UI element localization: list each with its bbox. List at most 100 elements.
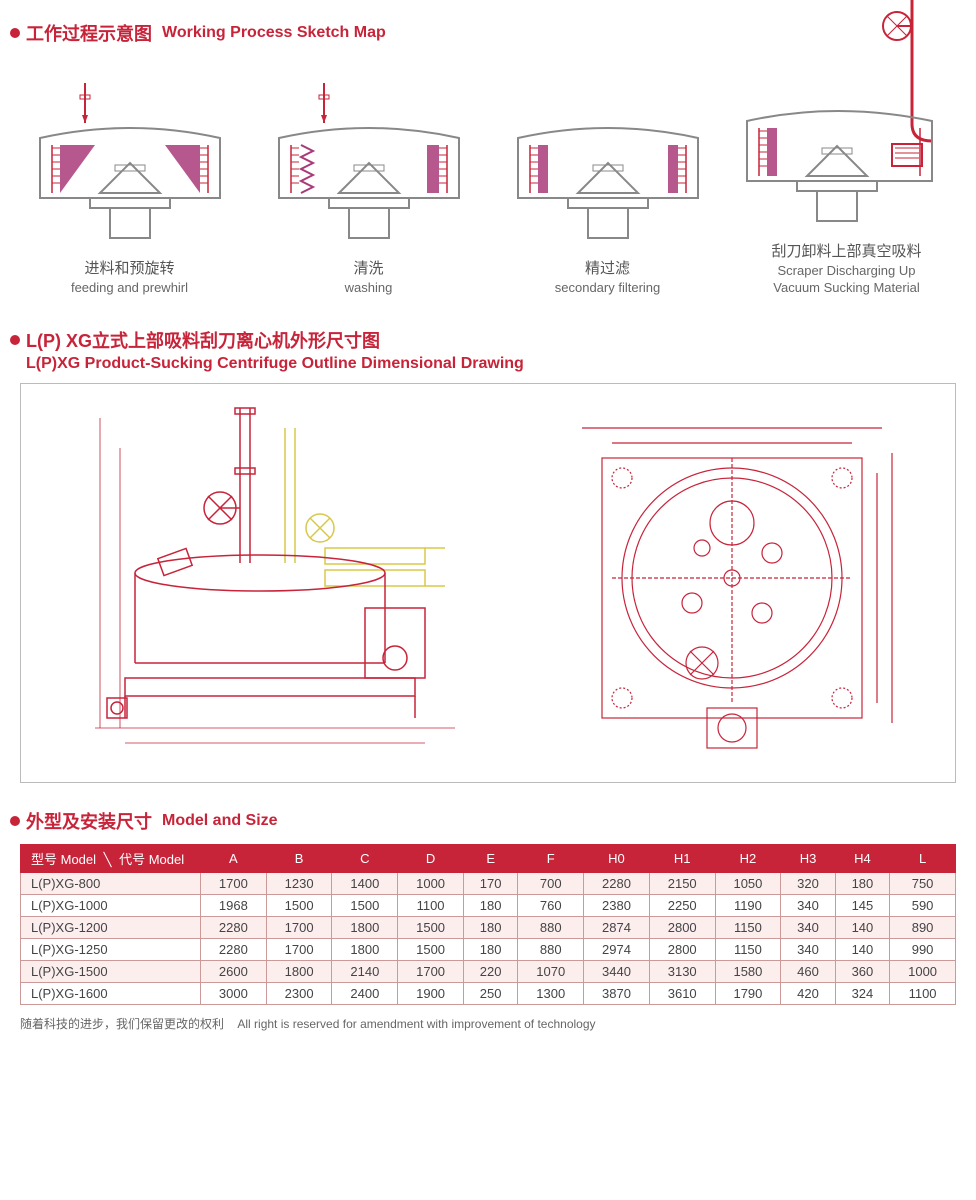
cell-value: 1000 — [398, 872, 464, 894]
cell-value: 324 — [835, 982, 889, 1004]
size-table: 型号 Model ╲ 代号 Model A B C D E F H0 H1 H2… — [20, 844, 956, 1005]
hdr-model-2: 代号 Model — [119, 852, 184, 867]
section2-title-en: L(P)XG Product-Sucking Centrifuge Outlin… — [26, 355, 966, 373]
col-H0: H0 — [584, 844, 650, 872]
process-step-4: 刮刀卸料上部真空吸料 Scraper Discharging Up Vacuum… — [737, 0, 957, 297]
cell-value: 3610 — [649, 982, 715, 1004]
cell-value: 340 — [781, 916, 835, 938]
section1-title-cn: 工作过程示意图 — [26, 20, 152, 46]
cell-value: 1230 — [266, 872, 332, 894]
cell-value: 340 — [781, 938, 835, 960]
bullet-icon — [10, 816, 20, 826]
cell-value: 2280 — [584, 872, 650, 894]
cell-value: 1800 — [332, 938, 398, 960]
step1-label-en: feeding and prewhirl — [20, 280, 240, 297]
process-step-3: 精过滤 secondary filtering — [498, 83, 718, 297]
table-row: L(P)XG-800170012301400100017070022802150… — [21, 872, 956, 894]
cell-model: L(P)XG-1000 — [21, 894, 201, 916]
cell-value: 2974 — [584, 938, 650, 960]
cell-value: 890 — [890, 916, 956, 938]
cell-value: 1800 — [332, 916, 398, 938]
table-row: L(P)XG-125022801700180015001808802974280… — [21, 938, 956, 960]
col-H1: H1 — [649, 844, 715, 872]
cell-value: 320 — [781, 872, 835, 894]
cell-value: 760 — [518, 894, 584, 916]
cell-value: 3440 — [584, 960, 650, 982]
col-C: C — [332, 844, 398, 872]
col-H2: H2 — [715, 844, 781, 872]
cell-value: 1700 — [398, 960, 464, 982]
machine-diagram-3 — [508, 83, 708, 243]
cell-value: 1790 — [715, 982, 781, 1004]
cell-value: 1150 — [715, 916, 781, 938]
cell-value: 140 — [835, 938, 889, 960]
cell-value: 1070 — [518, 960, 584, 982]
cell-value: 220 — [463, 960, 517, 982]
col-E: E — [463, 844, 517, 872]
cell-value: 750 — [890, 872, 956, 894]
cell-value: 2800 — [649, 938, 715, 960]
cell-value: 1050 — [715, 872, 781, 894]
cell-value: 250 — [463, 982, 517, 1004]
cell-value: 2280 — [201, 938, 267, 960]
cell-model: L(P)XG-1600 — [21, 982, 201, 1004]
cell-value: 2800 — [649, 916, 715, 938]
cell-value: 2400 — [332, 982, 398, 1004]
table-row: L(P)XG-150026001800214017002201070344031… — [21, 960, 956, 982]
section2-title-cn: L(P) XG立式上部吸料刮刀离心机外形尺寸图 — [26, 327, 380, 353]
table-row: L(P)XG-160030002300240019002501300387036… — [21, 982, 956, 1004]
cell-value: 360 — [835, 960, 889, 982]
cell-value: 1100 — [890, 982, 956, 1004]
machine-diagram-4 — [737, 0, 957, 226]
cell-value: 180 — [463, 894, 517, 916]
cell-value: 1300 — [518, 982, 584, 1004]
cell-value: 460 — [781, 960, 835, 982]
table-header-row: 型号 Model ╲ 代号 Model A B C D E F H0 H1 H2… — [21, 844, 956, 872]
cell-value: 1800 — [266, 960, 332, 982]
cell-value: 2280 — [201, 916, 267, 938]
col-F: F — [518, 844, 584, 872]
footnote-en: All right is reserved for amendment with… — [237, 1017, 595, 1031]
cell-value: 2140 — [332, 960, 398, 982]
col-A: A — [201, 844, 267, 872]
cell-value: 990 — [890, 938, 956, 960]
step4-label-cn: 刮刀卸料上部真空吸料 — [737, 240, 957, 261]
cell-value: 1700 — [266, 916, 332, 938]
col-H3: H3 — [781, 844, 835, 872]
cell-value: 2300 — [266, 982, 332, 1004]
cell-value: 3000 — [201, 982, 267, 1004]
cell-value: 2874 — [584, 916, 650, 938]
col-B: B — [266, 844, 332, 872]
side-elevation-drawing — [65, 398, 485, 768]
cell-value: 180 — [463, 916, 517, 938]
cell-value: 590 — [890, 894, 956, 916]
cell-value: 1968 — [201, 894, 267, 916]
cell-value: 3870 — [584, 982, 650, 1004]
step3-label-en: secondary filtering — [498, 280, 718, 297]
cell-value: 1900 — [398, 982, 464, 1004]
step2-label-cn: 清洗 — [259, 257, 479, 278]
cell-value: 340 — [781, 894, 835, 916]
cell-value: 1000 — [890, 960, 956, 982]
table-row: L(P)XG-120022801700180015001808802874280… — [21, 916, 956, 938]
dimensional-drawing-box — [20, 383, 956, 783]
cell-value: 1190 — [715, 894, 781, 916]
cell-value: 170 — [463, 872, 517, 894]
section3-title-cn: 外型及安装尺寸 — [26, 808, 152, 834]
cell-value: 880 — [518, 938, 584, 960]
table-row: L(P)XG-100019681500150011001807602380225… — [21, 894, 956, 916]
cell-value: 1400 — [332, 872, 398, 894]
hdr-model-1: 型号 Model — [31, 852, 96, 867]
cell-value: 180 — [835, 872, 889, 894]
footnote-cn: 随着科技的进步，我们保留更改的权利 — [20, 1017, 224, 1031]
process-step-1: 进料和预旋转 feeding and prewhirl — [20, 83, 240, 297]
cell-value: 1500 — [398, 938, 464, 960]
cell-value: 2150 — [649, 872, 715, 894]
cell-model: L(P)XG-1500 — [21, 960, 201, 982]
cell-value: 1580 — [715, 960, 781, 982]
cell-value: 2250 — [649, 894, 715, 916]
top-plan-drawing — [552, 403, 912, 763]
col-L: L — [890, 844, 956, 872]
cell-value: 1100 — [398, 894, 464, 916]
section1-title-en: Working Process Sketch Map — [162, 24, 386, 42]
